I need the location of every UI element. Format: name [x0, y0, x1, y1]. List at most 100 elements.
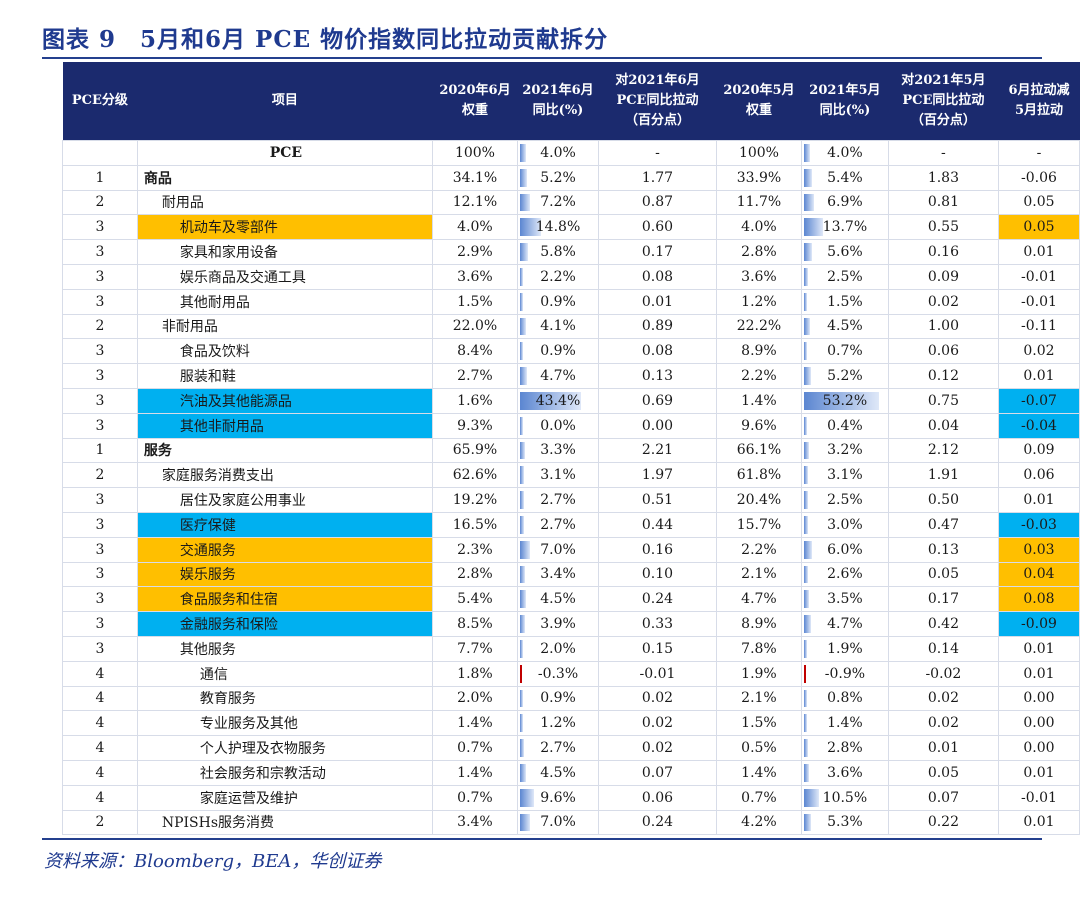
yoy-databar — [804, 664, 807, 683]
cell-weight-may2020: 20.4% — [715, 487, 803, 513]
yoy-value: 0.0% — [540, 417, 576, 434]
col-header-diff: 6月拉动减 5月拉动 — [998, 62, 1080, 141]
header-line: PCE同比拉动 — [616, 93, 699, 108]
yoy-value: 3.5% — [827, 591, 863, 608]
cell-yoy-may2021: 0.8% — [801, 685, 889, 712]
cell-diff: -0.06 — [997, 164, 1080, 191]
cell-yoy-may2021: 2.8% — [801, 735, 889, 761]
cell-yoy-may2021: 5.2% — [801, 363, 889, 389]
source-note: 资料来源：Bloomberg，BEA，华创证券 — [44, 851, 382, 872]
cell-pull-jun2021: 0.10 — [598, 561, 717, 588]
yoy-databar — [804, 615, 812, 633]
cell-weight-may2020: 15.7% — [715, 511, 803, 538]
cell-level: 3 — [62, 288, 138, 315]
yoy-value: -0.3% — [537, 665, 579, 682]
table-row: 4 教育服务 2.0% 0.9% 0.02 2.1% 0.8% 0.02 0.00 — [62, 685, 1080, 712]
table-row: 2 NPISHs服务消费 3.4% 7.0% 0.24 4.2% 5.3% 0.22 0.01 — [62, 809, 1080, 836]
cell-pull-jun2021: 1.97 — [598, 462, 717, 489]
cell-yoy-jun2021: 7.2% — [517, 189, 599, 216]
yoy-databar — [520, 491, 525, 509]
yoy-databar — [520, 540, 531, 559]
yoy-databar — [520, 689, 524, 708]
yoy-databar — [804, 292, 808, 311]
cell-diff: -0.03 — [997, 511, 1080, 538]
yoy-databar — [520, 441, 526, 460]
yoy-value: 3.6% — [827, 764, 863, 781]
yoy-value: 5.3% — [827, 814, 863, 831]
cell-yoy-jun2021: 14.8% — [517, 214, 599, 241]
cell-diff: -0.07 — [997, 387, 1080, 414]
yoy-databar — [804, 739, 809, 757]
yoy-value: 0.9% — [540, 293, 576, 310]
cell-yoy-may2021: 3.1% — [801, 462, 889, 489]
cell-pull-jun2021: - — [598, 140, 717, 166]
yoy-databar — [520, 193, 531, 212]
yoy-value: 2.8% — [827, 740, 863, 757]
header-line: PCE同比拉动 — [902, 93, 985, 108]
cell-weight-jun2020: 5.4% — [431, 586, 519, 613]
cell-diff: 0.01 — [997, 660, 1080, 687]
cell-pull-jun2021: 0.15 — [598, 635, 717, 662]
cell-level: 2 — [62, 313, 138, 340]
yoy-databar — [804, 540, 813, 559]
cell-level: 3 — [62, 214, 138, 241]
cell-level: 3 — [62, 586, 138, 613]
cell-level: 3 — [62, 387, 138, 414]
cell-level — [62, 140, 138, 166]
yoy-databar — [520, 664, 523, 683]
cell-pull-jun2021: 0.51 — [598, 487, 717, 513]
yoy-value: 2.2% — [540, 268, 576, 285]
cell-level: 1 — [62, 437, 138, 464]
cell-pull-jun2021: 0.08 — [598, 263, 717, 290]
cell-diff: - — [997, 140, 1080, 166]
cell-pull-may2021: 1.83 — [887, 164, 999, 191]
cell-yoy-jun2021: 2.0% — [517, 635, 599, 662]
yoy-databar — [804, 193, 815, 212]
yoy-databar — [520, 391, 582, 410]
table-row: 4 个人护理及衣物服务 0.7% 2.7% 0.02 0.5% 2.8% 0.01 0.00 — [62, 735, 1080, 761]
cell-diff: -0.09 — [997, 611, 1080, 637]
cell-level: 4 — [62, 660, 138, 687]
yoy-value: 2.5% — [827, 268, 863, 285]
cell-yoy-may2021: 1.4% — [801, 710, 889, 737]
cell-diff: 0.03 — [997, 536, 1080, 563]
yoy-databar — [520, 317, 527, 336]
cell-pull-jun2021: 0.01 — [598, 288, 717, 315]
yoy-databar — [520, 243, 529, 261]
cell-yoy-jun2021: 3.3% — [517, 437, 599, 464]
table-body: PCE 100% 4.0% -100% 4.0% - -1 商品 34.1% 5.2% 1.77 33… — [62, 140, 1080, 836]
cell-pull-jun2021: 0.02 — [598, 685, 717, 712]
header-line: 2021年6月 — [522, 83, 594, 98]
cell-level: 3 — [62, 635, 138, 662]
cell-item: 耐用品 — [136, 189, 433, 216]
cell-item: 其他服务 — [136, 635, 433, 662]
cell-pull-jun2021: 0.16 — [598, 536, 717, 563]
cell-item: 个人护理及衣物服务 — [136, 735, 433, 761]
cell-level: 3 — [62, 561, 138, 588]
yoy-databar — [520, 565, 526, 584]
cell-yoy-jun2021: 3.4% — [517, 561, 599, 588]
yoy-value: 14.8% — [535, 219, 581, 236]
table-row: 3 居住及家庭公用事业 19.2% 2.7% 0.51 20.4% 2.5% 0.50 0.01 — [62, 487, 1080, 513]
cell-pull-jun2021: 0.13 — [598, 363, 717, 389]
yoy-value: 5.8% — [540, 244, 576, 261]
yoy-databar — [520, 615, 526, 633]
cell-yoy-jun2021: 4.5% — [517, 586, 599, 613]
table-row: 3 家具和家用设备 2.9% 5.8% 0.17 2.8% 5.6% 0.16 0.01 — [62, 239, 1080, 265]
header-line: PCE分级 — [71, 93, 128, 108]
cell-weight-jun2020: 2.0% — [431, 685, 519, 712]
yoy-databar — [804, 590, 810, 609]
cell-weight-jun2020: 1.5% — [431, 288, 519, 315]
yoy-value: 7.2% — [540, 194, 576, 211]
yoy-databar — [804, 367, 812, 385]
yoy-value: 0.8% — [827, 690, 863, 707]
cell-pull-may2021: 0.12 — [887, 363, 999, 389]
cell-weight-may2020: 9.6% — [715, 412, 803, 439]
cell-yoy-jun2021: 2.7% — [517, 735, 599, 761]
cell-pull-may2021: 0.14 — [887, 635, 999, 662]
table-row: 1 服务 65.9% 3.3% 2.21 66.1% 3.2% 2.12 0.09 — [62, 437, 1080, 464]
cell-yoy-may2021: 3.2% — [801, 437, 889, 464]
cell-yoy-jun2021: 0.9% — [517, 685, 599, 712]
cell-yoy-may2021: 53.2% — [801, 387, 889, 414]
cell-pull-may2021: 0.02 — [887, 710, 999, 737]
